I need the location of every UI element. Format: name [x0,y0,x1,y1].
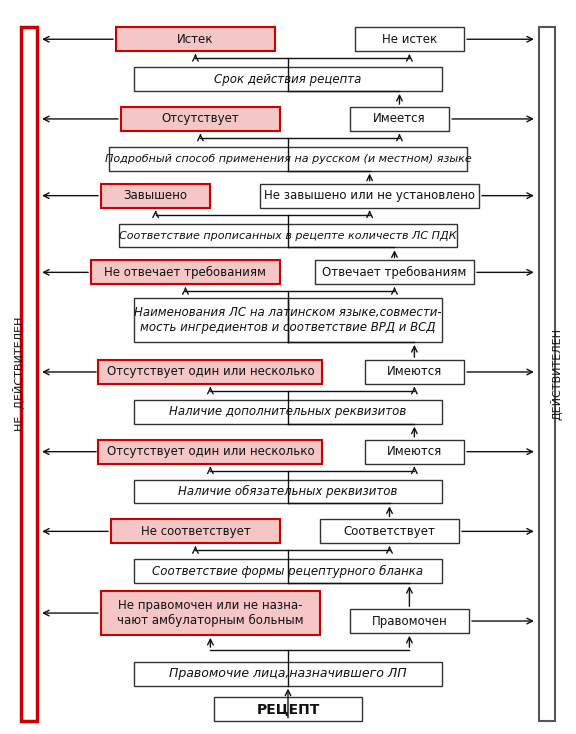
Text: РЕЦЕПТ: РЕЦЕПТ [256,702,320,716]
Text: Подробный способ применения на русском (и местном) языке: Подробный способ применения на русском (… [105,154,471,164]
Text: Истек: Истек [177,33,214,46]
FancyBboxPatch shape [121,107,280,131]
FancyBboxPatch shape [98,440,323,464]
Text: Не истек: Не истек [382,33,437,46]
Text: Срок действия рецепта: Срок действия рецепта [214,73,362,86]
Text: Имеются: Имеются [386,446,442,458]
FancyBboxPatch shape [365,360,464,384]
FancyBboxPatch shape [21,27,37,721]
FancyBboxPatch shape [98,360,323,384]
FancyBboxPatch shape [134,479,442,504]
Text: Имеются: Имеются [386,366,442,379]
FancyBboxPatch shape [134,400,442,424]
Text: Правомочие лица,назначившего ЛП: Правомочие лица,назначившего ЛП [169,667,407,680]
Text: Соответствует: Соответствует [343,525,435,538]
Text: НЕ  ДЕЙСТВИТЕЛЕН: НЕ ДЕЙСТВИТЕЛЕН [13,317,25,431]
Text: Отсутствует один или несколько: Отсутствует один или несколько [107,446,314,458]
FancyBboxPatch shape [101,591,320,635]
Text: Правомочен: Правомочен [372,614,448,628]
FancyBboxPatch shape [109,147,467,171]
FancyBboxPatch shape [134,559,442,584]
FancyBboxPatch shape [214,697,362,721]
Text: ДЕЙСТВИТЕЛЕН: ДЕЙСТВИТЕЛЕН [551,328,563,420]
FancyBboxPatch shape [365,440,464,464]
FancyBboxPatch shape [315,261,474,284]
Text: Не правомочен или не назна-
чают амбулаторным больным: Не правомочен или не назна- чают амбулат… [117,599,304,627]
FancyBboxPatch shape [320,520,459,543]
FancyBboxPatch shape [91,261,280,284]
Text: Не завышено или не установлено: Не завышено или не установлено [264,189,475,202]
FancyBboxPatch shape [134,662,442,686]
FancyBboxPatch shape [111,520,280,543]
FancyBboxPatch shape [355,27,464,51]
Text: Не соответствует: Не соответствует [141,525,251,538]
Text: Соответствие формы рецептурного бланка: Соответствие формы рецептурного бланка [153,564,423,578]
FancyBboxPatch shape [260,184,479,208]
FancyBboxPatch shape [134,67,442,91]
Text: Не отвечает требованиям: Не отвечает требованиям [104,266,267,279]
Text: Соответствие прописанных в рецепте количеств ЛС ПДК: Соответствие прописанных в рецепте колич… [119,230,457,241]
Text: Наличие обязательных реквизитов: Наличие обязательных реквизитов [179,485,397,498]
FancyBboxPatch shape [101,184,210,208]
FancyBboxPatch shape [119,224,457,247]
Text: Завышено: Завышено [124,189,188,202]
Text: Наличие дополнительных реквизитов: Наличие дополнительных реквизитов [169,405,407,418]
Text: Наименования ЛС на латинском языке,совмести-
мость ингредиентов и соответствие В: Наименования ЛС на латинском языке,совме… [134,306,442,334]
Text: Отсутствует: Отсутствует [161,112,239,126]
FancyBboxPatch shape [116,27,275,51]
Text: Имеется: Имеется [373,112,426,126]
FancyBboxPatch shape [350,609,469,633]
FancyBboxPatch shape [350,107,449,131]
FancyBboxPatch shape [539,27,555,721]
Text: Отсутствует один или несколько: Отсутствует один или несколько [107,366,314,379]
FancyBboxPatch shape [134,298,442,342]
Text: Отвечает требованиям: Отвечает требованиям [323,266,467,279]
